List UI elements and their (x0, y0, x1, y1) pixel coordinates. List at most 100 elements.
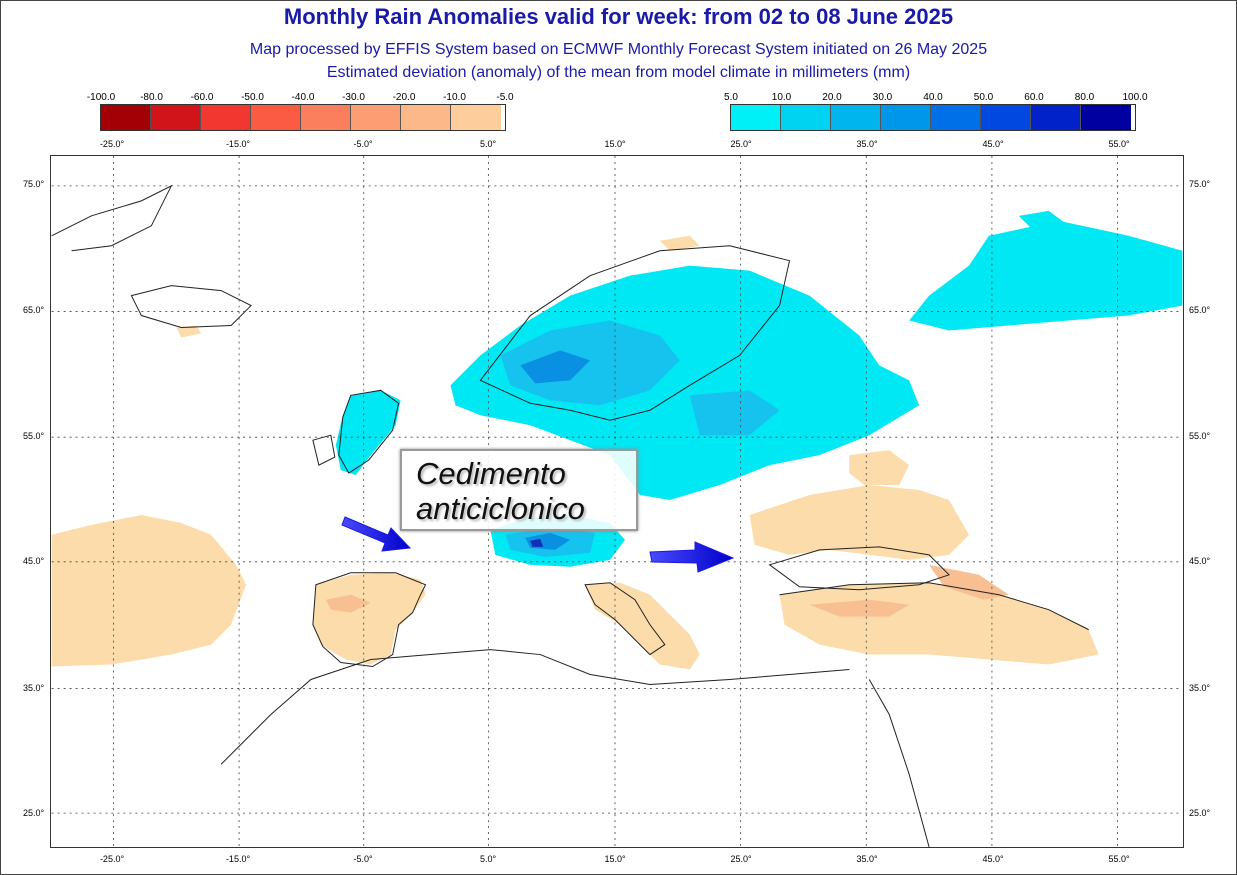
longitude-label-bottom: 45.0° (982, 854, 1004, 864)
iberia-dry-area (312, 572, 426, 665)
latitude-label-left: 75.0° (23, 179, 45, 189)
annotation-box: Cedimento anticiclonico (400, 449, 638, 531)
map-units-note: Estimated deviation (anomaly) of the mea… (326, 64, 911, 81)
scandinavia-coast (479, 245, 791, 421)
latitude-label-right: 75.0° (1189, 179, 1211, 189)
uk-wet-area (335, 390, 401, 476)
negative-colorbar-tick-label: -50.0 (241, 92, 264, 103)
negative-colorbar-swatch (351, 105, 401, 130)
west-arrow (341, 516, 412, 552)
latitude-label-left: 25.0° (23, 808, 45, 818)
turkey-coast (779, 582, 1089, 631)
map-title: Monthly Rain Anomalies valid for week: f… (283, 4, 954, 29)
longitude-label-bottom: -5.0° (353, 854, 373, 864)
negative-colorbar-tick-label: -5.0 (496, 92, 514, 103)
positive-colorbar-swatch (981, 105, 1031, 130)
high-wet-anomaly-areas (520, 350, 591, 550)
positive-colorbar-tick-label: 100.0 (1122, 92, 1148, 103)
longitude-label-bottom: 55.0° (1108, 854, 1130, 864)
graticule (51, 156, 1183, 847)
moderate-wet-anomaly-areas (500, 320, 780, 557)
negative-colorbar-tick-label: -30.0 (342, 92, 365, 103)
negative-colorbar-swatch (451, 105, 501, 130)
negative-colorbar-swatch (201, 105, 251, 130)
positive-colorbar-tick-label: 5.0 (724, 92, 738, 103)
latitude-label-right: 35.0° (1189, 683, 1211, 693)
ireland-coast (312, 434, 336, 466)
positive-colorbar-tick-label: 30.0 (872, 92, 893, 103)
map-subtitle: Map processed by EFFIS System based on E… (249, 41, 988, 58)
uk-coast (338, 389, 400, 474)
longitude-label-top: -15.0° (225, 139, 251, 149)
iberia-coast (312, 572, 427, 668)
kola-wet-area (1018, 210, 1069, 236)
atlantic-dry-area (51, 514, 247, 667)
latitude-label-right: 65.0° (1189, 305, 1211, 315)
longitude-label-bottom: -15.0° (225, 854, 251, 864)
longitude-label-bottom: 35.0° (856, 854, 878, 864)
negative-colorbar-swatch (301, 105, 351, 130)
negative-colorbar-tick-label: -40.0 (291, 92, 315, 103)
norway-dry-patch (659, 235, 700, 251)
latitude-label-left: 65.0° (23, 305, 45, 315)
positive-colorbar-swatch (781, 105, 831, 130)
arctic-russia-wet-area (909, 220, 1183, 331)
italy-balkans-dry-area (585, 582, 700, 670)
negative-colorbar-swatch (101, 105, 151, 130)
negative-anomaly-colorbar (100, 104, 506, 131)
latitude-label-left: 45.0° (23, 556, 45, 566)
longitude-label-top: 5.0° (479, 139, 497, 149)
negative-colorbar-swatch (151, 105, 201, 130)
negative-colorbar-tick-label: -20.0 (392, 92, 416, 103)
positive-colorbar-tick-label: 80.0 (1074, 92, 1095, 103)
positive-colorbar-tick-label: 50.0 (973, 92, 994, 103)
positive-anomaly-colorbar (730, 104, 1136, 131)
negative-colorbar-swatch (251, 105, 301, 130)
latitude-label-left: 35.0° (23, 683, 45, 693)
annotation-line-1: Cedimento (416, 456, 566, 491)
negative-colorbar-tick-label: -100.0 (86, 92, 116, 103)
positive-colorbar-swatch (1031, 105, 1081, 130)
latitude-label-right: 25.0° (1189, 808, 1211, 818)
latitude-label-right: 55.0° (1189, 431, 1211, 441)
positive-colorbar-tick-label: 60.0 (1024, 92, 1044, 103)
longitude-label-top: 45.0° (982, 139, 1004, 149)
latitude-label-left: 55.0° (23, 431, 45, 441)
positive-colorbar-tick-label: 40.0 (923, 92, 943, 103)
negative-colorbar-tick-label: -60.0 (190, 92, 214, 103)
longitude-label-top: 55.0° (1108, 139, 1130, 149)
negative-colorbar-swatch (401, 105, 451, 130)
iceland-coast (130, 285, 252, 329)
positive-colorbar-swatch (931, 105, 981, 130)
negative-colorbar-tick-label: -10.0 (443, 92, 466, 103)
strong-dry-anomaly-areas (325, 564, 1009, 617)
longitude-label-bottom: 25.0° (730, 854, 752, 864)
longitude-label-top: 25.0° (730, 139, 752, 149)
longitude-label-top: 35.0° (856, 139, 878, 149)
longitude-label-bottom: 15.0° (604, 854, 626, 864)
north-africa-coast (220, 649, 850, 765)
positive-colorbar-swatch (881, 105, 931, 130)
positive-colorbar-tick-label: 10.0 (771, 92, 792, 103)
longitude-label-bottom: -25.0° (99, 854, 125, 864)
wet-anomaly-areas (335, 210, 1183, 567)
iceland-dry-patch (176, 325, 202, 338)
positive-colorbar-swatch (831, 105, 881, 130)
mideast-border (868, 679, 930, 847)
longitude-label-top: -5.0° (353, 139, 373, 149)
longitude-label-bottom: 5.0° (479, 854, 497, 864)
positive-colorbar-swatch (731, 105, 781, 130)
ukraine-dry-area (849, 450, 910, 486)
positive-colorbar-swatch (1081, 105, 1131, 130)
annotation-line-2: anticiclonico (416, 491, 585, 526)
latitude-label-right: 45.0° (1189, 556, 1211, 566)
longitude-label-top: 15.0° (604, 139, 626, 149)
longitude-label-top: -25.0° (99, 139, 125, 149)
northern-europe-wet-area (450, 265, 920, 501)
positive-colorbar-tick-label: 20.0 (822, 92, 842, 103)
east-arrow (649, 541, 735, 573)
eastern-europe-dry-area (749, 485, 969, 560)
black-sea-coast (768, 546, 950, 591)
italy-coast (584, 582, 666, 656)
